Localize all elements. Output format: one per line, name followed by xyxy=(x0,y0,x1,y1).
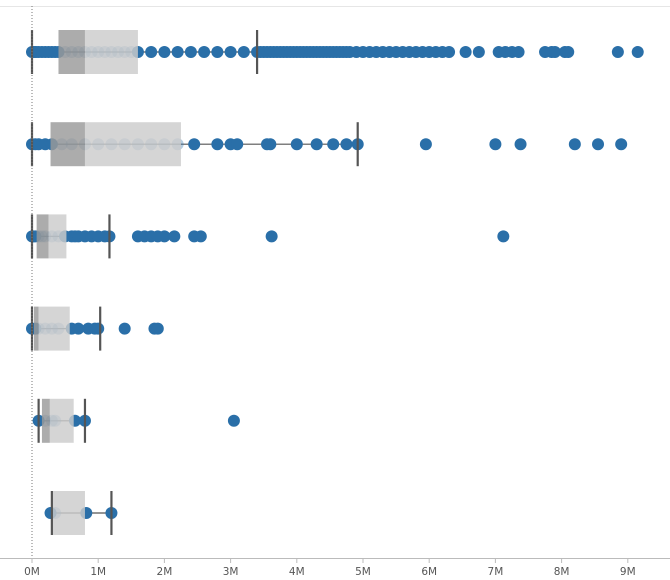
data-point xyxy=(184,46,197,58)
box-lower-quartile xyxy=(41,398,50,443)
x-tick-label: 7M xyxy=(488,566,504,578)
data-point xyxy=(118,322,131,335)
data-point xyxy=(224,46,237,58)
x-tick-label: 5M xyxy=(355,566,371,578)
x-axis-ticks: 0M 1M 2M 3M 4M 5M 6M 7M 8M 9M xyxy=(24,558,636,578)
data-point xyxy=(512,46,525,58)
data-point xyxy=(151,322,164,335)
box-row xyxy=(44,491,118,535)
data-point xyxy=(231,138,244,151)
data-point xyxy=(592,138,605,151)
box-row xyxy=(26,122,628,167)
data-point xyxy=(340,138,353,151)
box-lower-quartile xyxy=(58,30,85,74)
box-upper-quartile xyxy=(84,122,181,167)
data-point xyxy=(198,46,211,58)
data-point xyxy=(145,46,158,58)
x-tick-label: 1M xyxy=(90,566,106,578)
box-row xyxy=(26,30,644,74)
data-point xyxy=(419,138,432,151)
data-point xyxy=(194,230,207,243)
data-point xyxy=(459,46,472,58)
box-row xyxy=(32,398,240,443)
data-point xyxy=(489,138,502,151)
data-point xyxy=(72,322,85,335)
data-point xyxy=(327,138,340,151)
data-point xyxy=(631,46,644,58)
x-tick-label: 6M xyxy=(421,566,437,578)
data-point xyxy=(227,414,240,427)
box-plot-rows xyxy=(26,30,644,535)
data-point xyxy=(310,138,323,151)
data-point xyxy=(514,138,527,151)
x-tick-label: 3M xyxy=(223,566,239,578)
data-point xyxy=(237,46,250,58)
box-lower-quartile xyxy=(50,122,85,167)
box-lower-quartile xyxy=(33,306,39,351)
data-point xyxy=(548,46,561,58)
data-point xyxy=(264,138,277,151)
x-tick-label: 2M xyxy=(157,566,173,578)
box-upper-quartile xyxy=(84,30,138,74)
data-point xyxy=(92,322,105,335)
data-point xyxy=(211,46,224,58)
data-point xyxy=(443,46,456,58)
data-point xyxy=(265,230,278,243)
data-point xyxy=(497,230,510,243)
data-point xyxy=(188,138,201,151)
data-point xyxy=(568,138,581,151)
data-point xyxy=(615,138,628,151)
box-upper-quartile xyxy=(49,398,74,443)
data-point xyxy=(611,46,624,58)
box-row xyxy=(26,214,510,259)
x-tick-label: 4M xyxy=(289,566,305,578)
data-point xyxy=(562,46,575,58)
box-upper-quartile xyxy=(51,491,85,535)
data-point xyxy=(158,230,171,243)
data-point xyxy=(211,138,224,151)
x-tick-label: 8M xyxy=(554,566,570,578)
box-lower-quartile xyxy=(36,214,49,259)
box-row xyxy=(26,306,164,351)
data-point xyxy=(168,230,181,243)
data-point xyxy=(158,46,171,58)
box-upper-quartile xyxy=(38,306,70,351)
data-point xyxy=(290,138,303,151)
x-tick-label: 9M xyxy=(620,566,636,578)
data-point xyxy=(171,46,184,58)
box-upper-quartile xyxy=(48,214,67,259)
data-point xyxy=(472,46,485,58)
x-tick-label: 0M xyxy=(24,566,40,578)
